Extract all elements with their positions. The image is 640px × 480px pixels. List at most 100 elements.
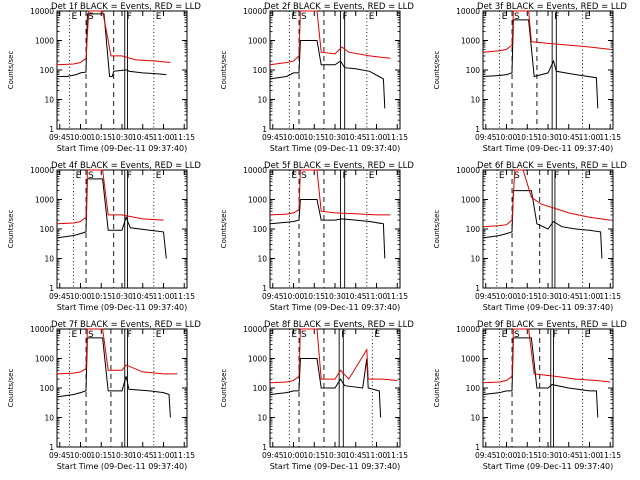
x-tick-label: 10:00 <box>283 292 305 301</box>
x-tick-label: 10:30 <box>324 451 346 460</box>
marker-label: E <box>156 330 162 340</box>
x-tick-label: 10:00 <box>496 133 518 142</box>
y-tick-label: 100 <box>253 225 268 234</box>
y-tick-label: 1 <box>49 443 54 452</box>
x-axis-label: Start Time (09-Dec-11 09:37:40) <box>483 462 614 471</box>
x-tick-label: 10:00 <box>283 133 305 142</box>
y-tick-label: 1 <box>49 284 54 293</box>
y-tick-label: 10000 <box>243 7 267 16</box>
x-tick-label: 09:45 <box>262 133 284 142</box>
x-axis-label: Start Time (09-Dec-11 09:37:40) <box>270 303 401 312</box>
x-tick-label: 10:45 <box>345 292 367 301</box>
x-tick-label: 09:45 <box>475 292 497 301</box>
y-tick-label: 1000 <box>461 196 480 205</box>
x-tick-label: 11:00 <box>153 133 175 142</box>
panel-8: Det 8f BLACK = Events, RED = LLD Counts/s… <box>220 320 414 471</box>
x-tick-label: 10:45 <box>558 292 580 301</box>
y-tick-label: 100 <box>466 66 481 75</box>
x-tick-label: 10:00 <box>283 451 305 460</box>
lld-series-line <box>482 10 611 53</box>
x-tick-label: 10:30 <box>537 451 559 460</box>
y-tick-label: 1 <box>262 284 267 293</box>
y-tick-label: 100 <box>253 66 268 75</box>
y-tick-label: 10000 <box>30 7 54 16</box>
x-tick-label: 11:15 <box>386 451 408 460</box>
marker-label: F <box>553 330 558 340</box>
x-tick-label: 10:15 <box>303 292 325 301</box>
y-tick-label: 10 <box>257 414 267 423</box>
y-axis-label: Counts/sec <box>433 51 441 90</box>
y-tick-label: 10 <box>44 255 54 264</box>
y-tick-label: 10000 <box>456 7 480 16</box>
y-axis-label: Counts/sec <box>7 369 15 408</box>
x-tick-label: 10:45 <box>132 292 154 301</box>
y-axis-label: Counts/sec <box>7 210 15 249</box>
x-tick-label: 10:15 <box>303 451 325 460</box>
y-tick-label: 1 <box>475 443 480 452</box>
x-tick-label: 10:15 <box>90 133 112 142</box>
marker-label: F <box>554 171 559 181</box>
x-tick-label: 11:15 <box>173 133 195 142</box>
marker-label: F <box>127 330 132 340</box>
x-tick-label: 10:30 <box>111 292 133 301</box>
panel-title: Det 9f BLACK = Events, RED = LLD <box>477 320 627 330</box>
lld-series-line <box>56 328 178 375</box>
x-tick-label: 11:00 <box>153 451 175 460</box>
marker-label: E <box>156 171 162 181</box>
marker-label: S <box>301 171 307 181</box>
x-tick-label: 10:00 <box>496 451 518 460</box>
y-tick-label: 10 <box>44 96 54 105</box>
x-axis-label: Start Time (09-Dec-11 09:37:40) <box>270 144 401 153</box>
x-tick-label: 10:30 <box>324 133 346 142</box>
y-tick-label: 10000 <box>30 166 54 175</box>
x-tick-label: 09:45 <box>49 292 71 301</box>
marker-label: E <box>76 171 82 181</box>
x-tick-label: 10:45 <box>132 451 154 460</box>
y-tick-label: 1000 <box>35 37 54 46</box>
y-tick-label: 100 <box>253 384 268 393</box>
x-tick-label: 10:30 <box>537 292 559 301</box>
events-series-line <box>57 13 167 77</box>
lld-series-line <box>56 169 164 225</box>
y-axis-label: Counts/sec <box>433 210 441 249</box>
y-tick-label: 10000 <box>30 325 54 334</box>
marker-label: S <box>514 330 520 340</box>
x-tick-label: 10:45 <box>558 451 580 460</box>
y-tick-label: 100 <box>40 66 55 75</box>
x-tick-label: 10:00 <box>70 451 92 460</box>
x-tick-label: 09:45 <box>262 451 284 460</box>
marker-label: E <box>291 171 297 181</box>
x-tick-label: 10:30 <box>111 133 133 142</box>
y-axis-label: Counts/sec <box>220 51 228 90</box>
y-tick-label: 100 <box>466 384 481 393</box>
marker-label: F <box>127 12 132 22</box>
y-tick-label: 1000 <box>248 37 267 46</box>
x-tick-label: 10:15 <box>516 133 538 142</box>
panel-title: Det 8f BLACK = Events, RED = LLD <box>264 320 414 330</box>
x-tick-label: 10:15 <box>516 451 538 460</box>
x-tick-label: 11:15 <box>386 133 408 142</box>
y-axis-label: Counts/sec <box>433 369 441 408</box>
x-tick-label: 09:45 <box>475 451 497 460</box>
y-tick-label: 1 <box>475 125 480 134</box>
y-tick-label: 10 <box>257 96 267 105</box>
y-axis-label: Counts/sec <box>220 369 228 408</box>
x-axis-label: Start Time (09-Dec-11 09:37:40) <box>57 462 188 471</box>
x-tick-label: 11:00 <box>366 451 388 460</box>
y-tick-label: 100 <box>40 384 55 393</box>
x-tick-label: 09:45 <box>475 133 497 142</box>
x-tick-label: 11:15 <box>599 451 621 460</box>
y-tick-label: 1 <box>475 284 480 293</box>
marker-label: E <box>374 330 380 340</box>
x-tick-label: 10:00 <box>70 133 92 142</box>
x-axis-label: Start Time (09-Dec-11 09:37:40) <box>483 303 614 312</box>
x-tick-label: 11:15 <box>386 292 408 301</box>
x-tick-label: 11:00 <box>366 292 388 301</box>
marker-label: E <box>156 12 162 22</box>
x-tick-label: 10:15 <box>90 451 112 460</box>
x-tick-label: 10:15 <box>90 292 112 301</box>
y-tick-label: 10 <box>44 414 54 423</box>
y-tick-label: 1 <box>262 443 267 452</box>
panel-2: Det 2f BLACK = Events, RED = LLD Counts/s… <box>220 2 414 153</box>
x-tick-label: 11:15 <box>173 292 195 301</box>
